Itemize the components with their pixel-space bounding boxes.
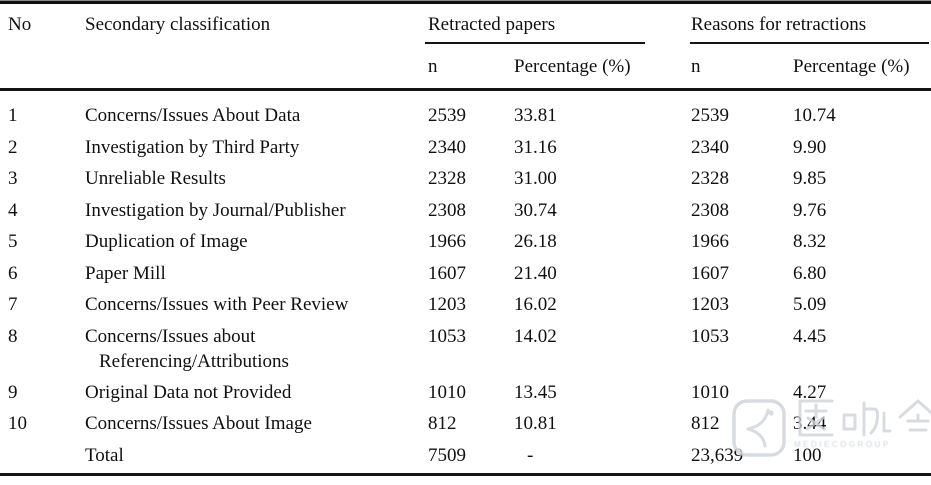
retracted-n-cell: 812 xyxy=(428,413,457,434)
retracted-n-cell: 1053 xyxy=(428,325,466,347)
classification-cell: Paper Mill xyxy=(85,262,166,284)
retracted-pct-cell: 13.45 xyxy=(514,381,557,403)
retracted-pct-cell: 21.40 xyxy=(514,262,557,284)
table-row: 9 Original Data not Provided 1010 13.45 … xyxy=(0,377,931,409)
row-number: 5 xyxy=(8,231,18,252)
subheader-n-reasons: n xyxy=(691,56,701,77)
reasons-n-cell: 1010 xyxy=(691,381,729,403)
subheader-percentage-retracted: Percentage (%) xyxy=(514,56,631,77)
classification-cell: Concerns/Issues About Data xyxy=(85,105,301,126)
row-number: 3 xyxy=(8,168,18,189)
retracted-pct-cell: 26.18 xyxy=(514,231,557,252)
row-number: 2 xyxy=(8,136,18,158)
retracted-pct-cell: 33.81 xyxy=(514,105,557,126)
retracted-n-cell: 1010 xyxy=(428,381,466,403)
reasons-n-cell: 2539 xyxy=(691,105,729,126)
table-bottom-rule xyxy=(0,473,931,476)
group-header-reasons-label: Reasons for retractions xyxy=(691,14,867,35)
reasons-n-cell: 2340 xyxy=(691,136,729,158)
reasons-span-rule xyxy=(690,42,929,44)
reasons-n-cell: 1966 xyxy=(691,231,729,252)
retracted-pct-cell: 30.74 xyxy=(514,199,557,221)
table-header: No Secondary classification Retracted pa… xyxy=(0,4,931,88)
row-number: 10 xyxy=(8,413,27,434)
retracted-n-cell: 2340 xyxy=(428,136,466,158)
header-body-rule xyxy=(0,88,931,91)
reasons-pct-cell: 9.90 xyxy=(793,136,827,158)
group-header-retracted-papers-label: Retracted papers xyxy=(428,14,556,35)
reasons-pct-cell: 4.27 xyxy=(793,381,827,403)
reasons-pct-cell: 10.74 xyxy=(793,105,836,126)
subheader-n-retracted: n xyxy=(428,56,438,77)
row-number xyxy=(8,440,85,472)
reasons-n-cell: 1203 xyxy=(691,294,729,315)
column-header-secondary-classification: Secondary classification xyxy=(85,14,271,35)
row-number: 9 xyxy=(8,381,18,403)
classification-cell: Unreliable Results xyxy=(85,168,226,189)
reasons-n-cell: 1053 xyxy=(691,325,729,347)
reasons-pct-cell: 9.76 xyxy=(793,199,827,221)
classification-cell: Concerns/Issues about Referencing/Attrib… xyxy=(85,325,289,372)
table-row: 6 Paper Mill 1607 21.40 1607 6.80 xyxy=(0,258,931,290)
classification-cell: Concerns/Issues with Peer Review xyxy=(85,294,349,315)
retracted-papers-span-rule xyxy=(425,42,645,44)
retracted-n-cell: 1607 xyxy=(428,262,466,284)
total-reasons-n-cell: 23,639 xyxy=(691,444,744,466)
total-label: Total xyxy=(85,444,124,466)
table-row: 1 Concerns/Issues About Data 2539 33.81 … xyxy=(0,100,931,132)
classification-cell: Investigation by Journal/Publisher xyxy=(85,199,346,221)
group-header-retracted-papers: Retracted papers xyxy=(425,4,691,46)
reasons-n-cell: 812 xyxy=(691,413,720,434)
reasons-pct-cell: 6.80 xyxy=(793,262,827,284)
table-row: 3 Unreliable Results 2328 31.00 2328 9.8… xyxy=(0,163,931,195)
retracted-n-cell: 2328 xyxy=(428,168,466,189)
row-number: 7 xyxy=(8,294,18,315)
retracted-n-cell: 1203 xyxy=(428,294,466,315)
column-header-no: No xyxy=(8,14,32,35)
reasons-pct-cell: 5.09 xyxy=(793,294,827,315)
retracted-pct-cell: 16.02 xyxy=(514,294,557,315)
table-row: 10 Concerns/Issues About Image 812 10.81… xyxy=(0,408,931,440)
classification-cell: Concerns/Issues About Image xyxy=(85,413,312,434)
table-row: 5 Duplication of Image 1966 26.18 1966 8… xyxy=(0,226,931,258)
classification-cell: Original Data not Provided xyxy=(85,381,292,403)
total-retracted-n-cell: 7509 xyxy=(428,444,466,466)
reasons-pct-cell: 9.85 xyxy=(793,168,827,189)
total-reasons-pct-cell: 100 xyxy=(793,444,822,466)
table-row: 2 Investigation by Third Party 2340 31.1… xyxy=(0,132,931,164)
table-top-rule xyxy=(0,0,931,4)
table-body: 1 Concerns/Issues About Data 2539 33.81 … xyxy=(0,91,931,473)
row-number: 8 xyxy=(8,325,18,347)
retracted-n-cell: 2539 xyxy=(428,105,466,126)
retracted-pct-cell: 31.00 xyxy=(514,168,557,189)
reasons-pct-cell: 4.45 xyxy=(793,325,827,347)
row-number: 1 xyxy=(8,105,18,126)
table-row: 4 Investigation by Journal/Publisher 230… xyxy=(0,195,931,227)
row-number: 4 xyxy=(8,199,18,221)
retracted-pct-cell: 14.02 xyxy=(514,325,557,347)
group-header-reasons-for-retractions: Reasons for retractions xyxy=(690,4,931,46)
reasons-pct-cell: 3.44 xyxy=(793,413,827,434)
total-retracted-pct-cell: - xyxy=(527,444,534,466)
retracted-pct-cell: 31.16 xyxy=(514,136,557,158)
subheader-percentage-reasons: Percentage (%) xyxy=(793,56,910,77)
reasons-n-cell: 1607 xyxy=(691,262,729,284)
reasons-n-cell: 2328 xyxy=(691,168,729,189)
retracted-n-cell: 1966 xyxy=(428,231,466,252)
classification-cell: Duplication of Image xyxy=(85,231,248,252)
table-row: 7 Concerns/Issues with Peer Review 1203 … xyxy=(0,289,931,321)
reasons-n-cell: 2308 xyxy=(691,199,729,221)
retracted-pct-cell: 10.81 xyxy=(514,413,557,434)
table-row: 8 Concerns/Issues about Referencing/Attr… xyxy=(0,321,931,377)
total-row: Total 7509 - 23,639 100 xyxy=(0,440,931,472)
row-number: 6 xyxy=(8,262,18,284)
retracted-n-cell: 2308 xyxy=(428,199,466,221)
reasons-pct-cell: 8.32 xyxy=(793,231,827,252)
classification-cell: Investigation by Third Party xyxy=(85,136,300,158)
